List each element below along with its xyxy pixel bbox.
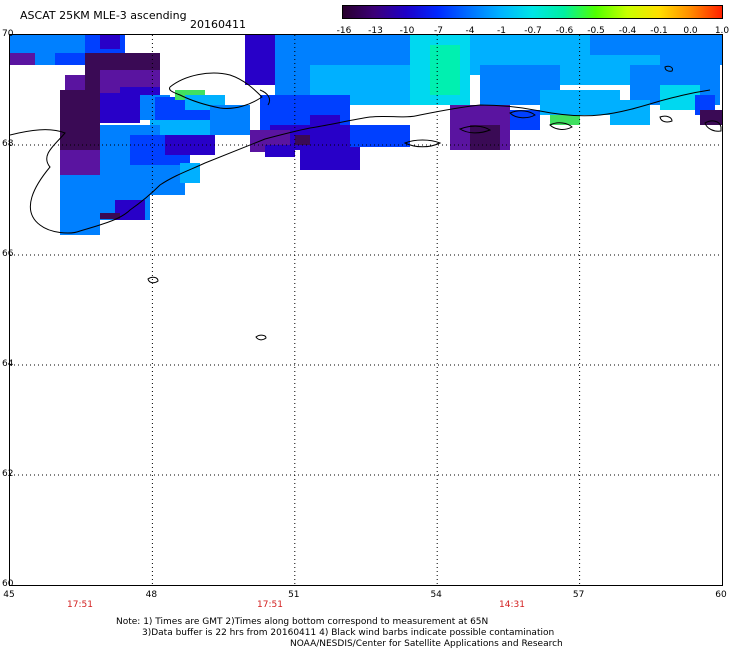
colorbar-tick-label: -4: [465, 26, 475, 36]
colorbar-tick-label: -0.5: [587, 26, 605, 36]
wind-pixel: [265, 145, 295, 157]
latitude-label: 64: [2, 359, 14, 369]
wind-swath: [10, 35, 722, 235]
colorbar-tick-label: -13: [368, 26, 383, 36]
colorbar-tick-label: 1.0: [714, 26, 730, 36]
colorbar-tick-label: -1: [497, 26, 506, 36]
product-date: 20160411: [190, 18, 246, 31]
colorbar-tick-label: -16: [336, 26, 352, 36]
wind-pixel: [510, 110, 540, 130]
colorbar-tick-label: 0.0: [683, 26, 698, 36]
colorbar-tick-label: -0.7: [524, 26, 542, 36]
time-label-3: 14:31: [499, 600, 525, 610]
colorbar: [342, 5, 723, 19]
longitude-label: 48: [145, 590, 158, 600]
latitude-label: 62: [2, 469, 14, 479]
wind-pixel: [100, 213, 120, 219]
latitude-label: 70: [2, 29, 14, 39]
longitude-label: 60: [715, 590, 727, 600]
time-label-1: 17:51: [67, 600, 93, 610]
colorbar-tick-label: -7: [434, 26, 443, 36]
longitude-label: 45: [3, 590, 15, 600]
note-line-1: Note: 1) Times are GMT 2)Times along bot…: [116, 617, 489, 627]
lat-lon-grid: [10, 35, 722, 585]
wind-pixel: [430, 45, 460, 95]
longitude-label: 54: [430, 590, 442, 600]
wind-pixel: [10, 53, 35, 65]
coastline: [9, 65, 722, 341]
product-title: ASCAT 25KM MLE-3 ascending: [20, 9, 187, 22]
wind-pixel: [55, 53, 85, 65]
colorbar-tick-label: -0.6: [555, 26, 574, 36]
colorbar-tick-label: -10: [399, 26, 415, 36]
wind-pixel: [295, 135, 310, 145]
wind-pixel: [245, 35, 275, 85]
wind-pixel: [140, 165, 185, 195]
wind-pixel: [540, 90, 620, 115]
latitude-label: 66: [2, 249, 14, 259]
map-canvas: [9, 35, 722, 585]
latitude-label: 68: [2, 139, 14, 149]
map-frame: [9, 34, 723, 586]
wind-pixel: [350, 125, 410, 147]
wind-pixel: [660, 85, 700, 110]
wind-pixel: [60, 215, 100, 230]
wind-pixel: [180, 163, 200, 183]
wind-pixel: [550, 115, 580, 125]
longitude-label: 57: [572, 590, 585, 600]
colorbar-tick-label: -0.4: [618, 26, 637, 36]
colorbar-tick-label: -0.1: [650, 26, 668, 36]
note-line-3: NOAA/NESDIS/Center for Satellite Applica…: [290, 639, 563, 649]
wind-pixel: [470, 125, 500, 150]
note-line-2: 3)Data buffer is 22 hrs from 20160411 4)…: [142, 628, 555, 638]
wind-pixel: [35, 53, 55, 65]
latitude-label: 60: [2, 579, 14, 589]
longitude-label: 51: [288, 590, 300, 600]
wind-pixel: [210, 105, 250, 135]
wind-pixel: [100, 35, 120, 49]
time-label-2: 17:51: [257, 600, 283, 610]
